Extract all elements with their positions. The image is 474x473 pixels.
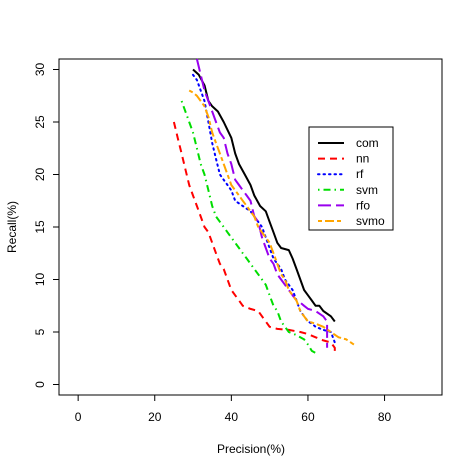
y-tick-label: 10 <box>33 273 47 287</box>
x-tick-label: 20 <box>148 410 162 424</box>
legend-box <box>308 126 394 231</box>
legend-label-rf: rf <box>356 167 364 181</box>
series-line-svm <box>180 100 317 354</box>
legend-label-nn: nn <box>356 152 369 166</box>
x-axis: 0 20 40 60 80 <box>75 394 392 424</box>
legend-label-svmo: svmo <box>356 214 385 228</box>
y-tick-label: 25 <box>33 115 47 129</box>
series-line-com <box>192 68 336 323</box>
y-tick-label: 0 <box>33 381 47 388</box>
x-tick-label: 0 <box>75 410 82 424</box>
legend-label-svm: svm <box>356 183 378 197</box>
x-axis-label: Precision(%) <box>217 442 285 456</box>
legend-label-com: com <box>356 136 379 150</box>
series-line-rfo <box>195 58 329 348</box>
series-layer <box>172 58 355 354</box>
y-axis-label: Recall(%) <box>5 201 19 253</box>
y-tick-label: 30 <box>33 63 47 77</box>
series-line-nn <box>172 121 336 353</box>
legend-label-rfo: rfo <box>356 198 370 212</box>
x-tick-label: 60 <box>301 410 315 424</box>
x-tick-label: 80 <box>378 410 392 424</box>
series-line-svmo <box>188 89 355 346</box>
y-tick-label: 15 <box>33 220 47 234</box>
x-tick-label: 40 <box>225 410 239 424</box>
y-tick-label: 5 <box>33 328 47 335</box>
y-tick-label: 20 <box>33 168 47 182</box>
y-axis: 0 5 10 15 20 25 30 <box>33 63 60 388</box>
